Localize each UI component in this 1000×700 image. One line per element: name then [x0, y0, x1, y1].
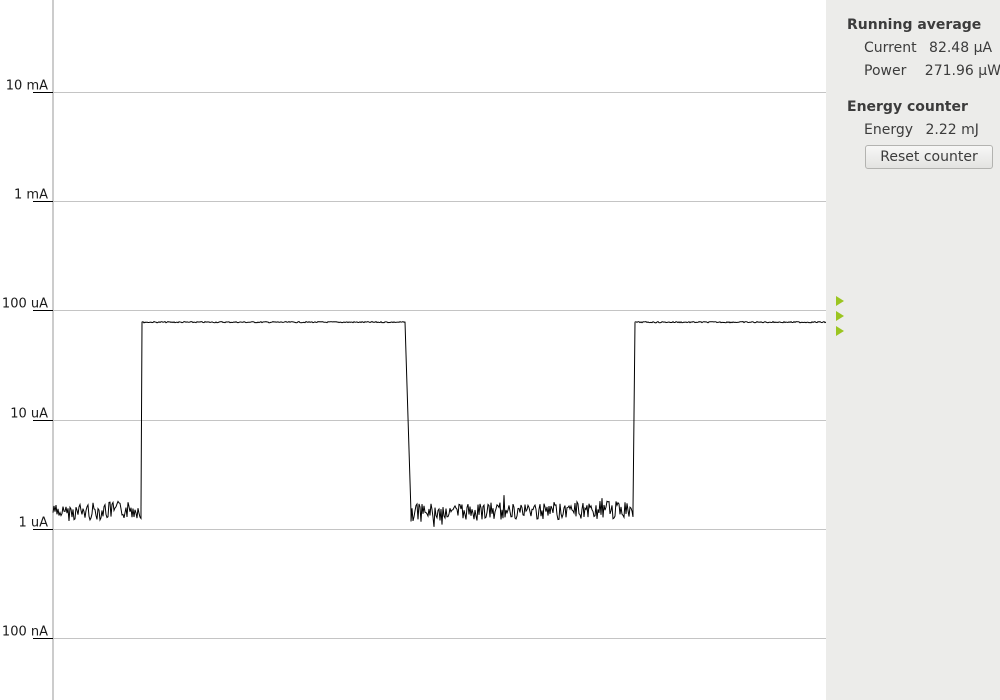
level-marker-icon	[836, 296, 844, 306]
running-average-heading: Running average	[847, 17, 982, 33]
power-row: Power 271.96 µW	[864, 63, 1000, 79]
energy-counter-heading: Energy counter	[847, 99, 968, 115]
energy-value: 2.22 mJ	[925, 122, 979, 138]
energy-label: Energy	[864, 122, 914, 138]
current-row: Current 82.48 µA	[864, 40, 992, 56]
level-marker-icon	[836, 326, 844, 336]
side-panel: Running average Current 82.48 µA Power 2…	[826, 0, 1000, 700]
current-value: 82.48 µA	[929, 40, 993, 56]
current-label: Current	[864, 40, 917, 56]
current-trace	[52, 320, 826, 527]
level-markers	[836, 296, 844, 336]
y-tick-label: 100 uA	[2, 297, 48, 312]
y-tick-label: 1 mA	[14, 188, 48, 203]
level-marker-icon	[836, 311, 844, 321]
y-tick-label: 10 uA	[10, 407, 48, 422]
current-plot: 10 mA 1 mA 100 uA 10 uA 1 uA 100 nA	[0, 0, 826, 700]
power-value: 271.96 µW	[924, 63, 1000, 79]
plot-svg: 10 mA 1 mA 100 uA 10 uA 1 uA 100 nA	[2, 0, 826, 700]
reset-counter-button[interactable]: Reset counter	[865, 145, 993, 169]
y-tick-label: 100 nA	[2, 625, 48, 640]
power-label: Power	[864, 63, 907, 79]
y-tick-label: 10 mA	[6, 79, 48, 94]
energy-row: Energy 2.22 mJ	[864, 122, 979, 138]
y-tick-label: 1 uA	[18, 516, 48, 531]
